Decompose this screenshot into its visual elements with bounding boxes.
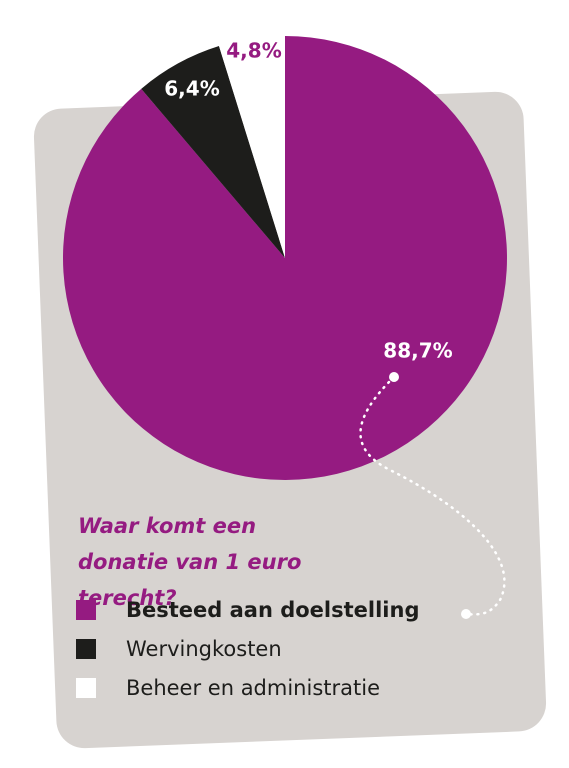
legend-label: Wervingkosten [126,637,282,661]
chart-title: Waar komt een donatie van 1 euro terecht… [78,514,302,610]
pie-slice [141,46,285,258]
leader-line [359,375,506,616]
value-label: 88,7% [383,339,452,363]
legend-swatch [76,678,96,698]
legend-label: Beheer en administratie [126,676,380,700]
value-label: 6,4% [164,77,219,101]
pie [62,36,508,481]
leader-dot [461,609,471,619]
legend-swatch [76,600,96,620]
pie-slice [218,36,285,258]
legend-item: Besteed aan doelstelling [76,598,419,622]
value-label: 4,8% [226,39,281,63]
leader-dot [389,372,399,382]
legend-item: Wervingkosten [76,637,282,661]
legend-item: Beheer en administratie [76,676,380,700]
legend-swatch [76,639,96,659]
legend-label: Besteed aan doelstelling [126,598,420,622]
value-labels: 88,7% 6,4% 4,8% [164,39,452,363]
